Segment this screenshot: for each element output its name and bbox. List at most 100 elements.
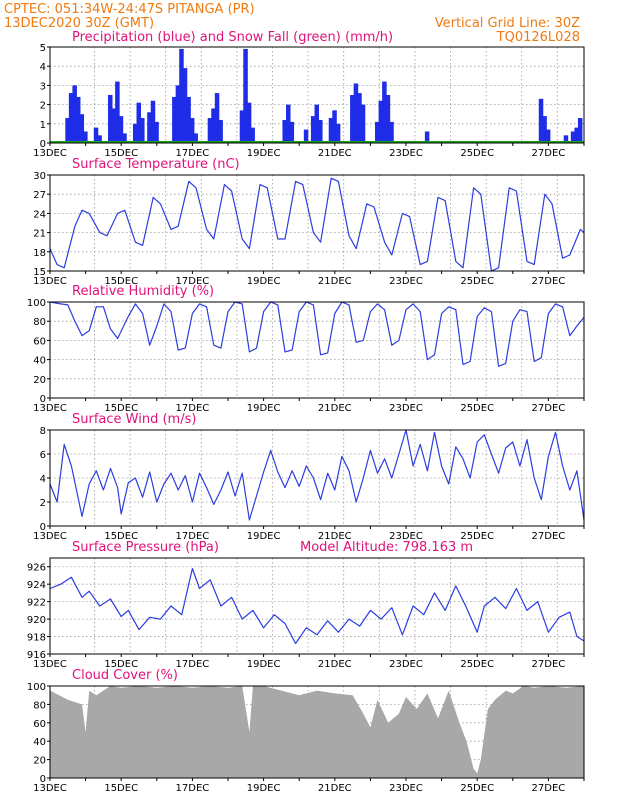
precip-bar xyxy=(353,83,359,143)
precip-bar xyxy=(115,81,120,143)
precip-bar xyxy=(79,114,85,143)
rh-series-line xyxy=(49,301,585,367)
precip-bar xyxy=(75,96,81,143)
temp-panel: 15 18 21 24 27 30 13DEC 15DEC 17DEC 19DEC 21DEC 23D… xyxy=(33,171,585,287)
rh-ytick: 100 xyxy=(27,298,46,309)
temp-ytick: 27 xyxy=(33,190,46,201)
cloud-title: Cloud Cover (%) xyxy=(72,668,178,683)
pres-xtick: 23DEC xyxy=(389,659,423,670)
wind-xtick: 23DEC xyxy=(389,531,423,542)
precip-bar xyxy=(132,123,138,143)
rh-title: Relative Humidity (%) xyxy=(72,284,214,299)
precip-xtick: 25DEC xyxy=(460,148,494,159)
precip-title: Precipitation (blue) and Snow Fall (gree… xyxy=(72,30,393,45)
cloud-xtick: 23DEC xyxy=(389,783,423,794)
precip-bar xyxy=(357,93,362,143)
precip-ytick: 0 xyxy=(40,139,46,150)
precip-xtick: 13DEC xyxy=(33,148,67,159)
cloud-area xyxy=(50,686,584,778)
precip-bar xyxy=(389,121,394,143)
precip-bar xyxy=(289,121,295,143)
wind-xtick: 13DEC xyxy=(33,531,67,542)
temp-xtick: 23DEC xyxy=(389,276,423,287)
cloud-panel: 0 20 40 60 80 100 13DEC 15DEC 17DEC 19DEC 21DEC 23D… xyxy=(27,682,585,794)
pres-ytick: 926 xyxy=(27,563,46,574)
header-model-code: TQ0126L028 xyxy=(496,30,580,45)
precip-bar xyxy=(179,48,184,143)
wind-ytick: 6 xyxy=(40,450,46,461)
precip-bar xyxy=(250,127,255,143)
wind-xtick: 15DEC xyxy=(104,531,138,542)
pres-xtick: 25DEC xyxy=(460,659,494,670)
wind-panel: 0 2 4 6 8 13DEC 15DEC 17DEC 19DEC 21DEC 23DEC 25DEC… xyxy=(33,426,585,542)
wind-ytick: 0 xyxy=(40,522,46,533)
precip-bar xyxy=(136,102,141,143)
precip-bar xyxy=(545,129,551,143)
header-location: CPTEC: 051:34W-24:47S PITANGA (PR) xyxy=(4,2,255,17)
precip-bar xyxy=(122,133,127,143)
rh-xtick: 21DEC xyxy=(318,403,352,414)
wind-xtick: 27DEC xyxy=(532,531,566,542)
cloud-xtick: 15DEC xyxy=(104,783,138,794)
cloud-xtick: 13DEC xyxy=(33,783,67,794)
precip-bar xyxy=(189,118,195,143)
precip-bar xyxy=(186,96,191,143)
temp-xtick: 19DEC xyxy=(247,276,281,287)
precip-bar xyxy=(310,116,316,143)
precip-bar xyxy=(574,127,579,143)
header-date: 13DEC2020 30Z (GMT) xyxy=(4,16,154,31)
precip-bar xyxy=(193,133,198,143)
temp-xtick: 15DEC xyxy=(104,276,138,287)
precip-bar xyxy=(211,108,216,143)
pres-xtick: 19DEC xyxy=(247,659,281,670)
wind-title: Surface Wind (m/s) xyxy=(72,412,196,427)
pres-frame xyxy=(49,557,585,655)
cloud-ytick: 40 xyxy=(33,737,46,748)
pres-ytick: 916 xyxy=(27,650,46,661)
pres-ytick: 918 xyxy=(27,633,46,644)
precip-bar xyxy=(243,48,248,143)
temp-ytick: 15 xyxy=(33,267,46,278)
pres-ytick: 920 xyxy=(27,615,46,626)
pres-xtick: 13DEC xyxy=(33,659,67,670)
rh-ytick: 80 xyxy=(33,317,46,328)
precip-frame xyxy=(49,46,585,144)
cloud-ytick: 0 xyxy=(40,774,46,785)
precip-bar xyxy=(542,116,547,143)
precip-xtick: 23DEC xyxy=(389,148,423,159)
precip-bar xyxy=(286,104,291,143)
wind-frame xyxy=(49,429,585,527)
pres-panel: 916 918 920 922 924 926 13DEC 15DEC 17DEC 19DEC 21… xyxy=(27,557,585,670)
cloud-xtick: 27DEC xyxy=(532,783,566,794)
precip-bar xyxy=(154,121,159,143)
precip-bar xyxy=(140,118,145,143)
cloud-ytick: 80 xyxy=(33,700,46,711)
cloud-xtick: 21DEC xyxy=(318,783,352,794)
rh-xtick: 23DEC xyxy=(389,403,423,414)
rh-xtick: 17DEC xyxy=(176,403,210,414)
precip-ytick: 2 xyxy=(40,101,46,112)
precip-ytick: 3 xyxy=(40,81,46,92)
rh-xtick: 27DEC xyxy=(532,403,566,414)
precip-bar xyxy=(303,129,309,143)
precip-xtick: 17DEC xyxy=(176,148,210,159)
wind-xtick: 21DEC xyxy=(318,531,352,542)
precip-bar xyxy=(65,118,70,143)
cloud-xtick: 19DEC xyxy=(247,783,281,794)
precip-bar xyxy=(328,118,334,143)
cloud-xtick: 17DEC xyxy=(176,783,210,794)
precip-bar xyxy=(97,135,102,143)
rh-ytick: 20 xyxy=(33,375,46,386)
temp-xtick: 25DEC xyxy=(460,276,494,287)
cloud-xtick: 25DEC xyxy=(460,783,494,794)
wind-xtick: 17DEC xyxy=(176,531,210,542)
precip-bar xyxy=(246,102,252,143)
pres-xtick: 21DEC xyxy=(318,659,352,670)
precip-bar xyxy=(68,93,74,143)
precip-bar xyxy=(118,116,124,143)
precip-bar xyxy=(332,110,337,143)
rh-xtick: 19DEC xyxy=(247,403,281,414)
precip-bar xyxy=(147,112,152,143)
wind-ytick: 4 xyxy=(40,474,46,485)
